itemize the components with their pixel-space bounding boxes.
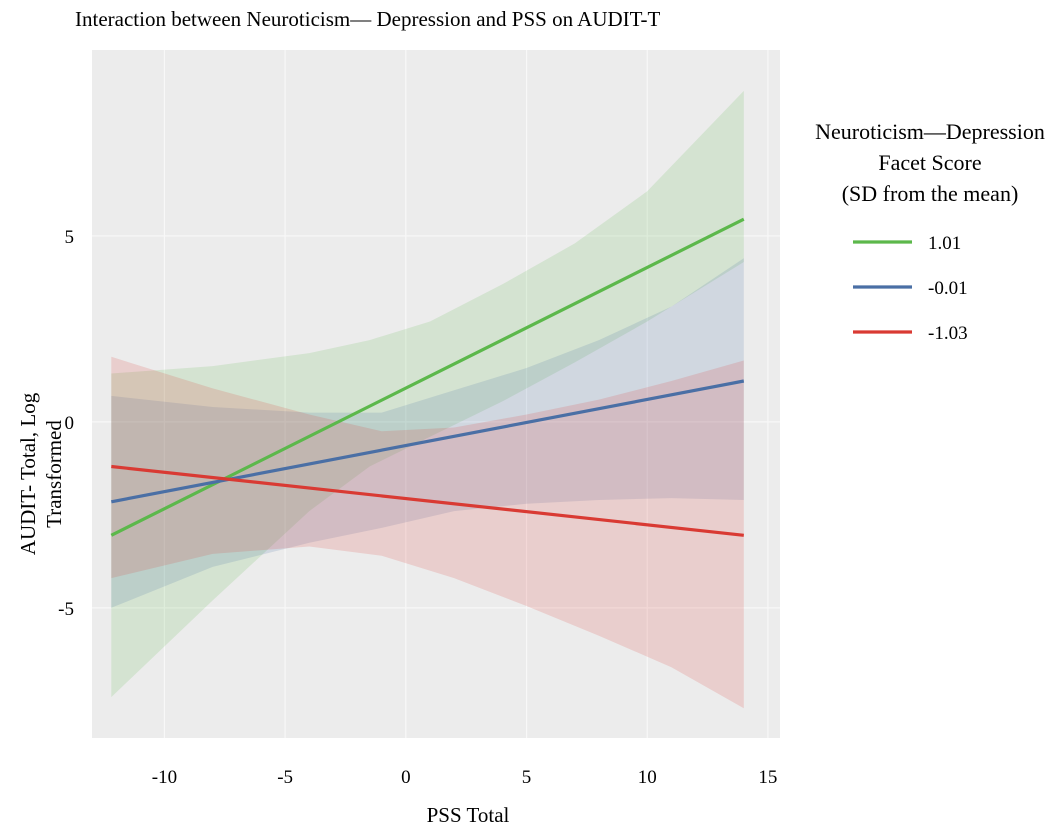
x-tick-label: 15 bbox=[758, 767, 777, 788]
legend-label-series-3: -1.03 bbox=[928, 323, 968, 344]
x-tick-label: -5 bbox=[277, 767, 293, 788]
regression-lines bbox=[110, 217, 745, 537]
x-axis-ticks: -10 -5 0 5 10 15 bbox=[152, 767, 778, 788]
legend-items: 1.01 -0.01 -1.03 bbox=[853, 233, 968, 344]
legend: Neuroticism—Depression Facet Score (SD f… bbox=[815, 119, 1045, 344]
ci-ribbon-series-1 bbox=[111, 90, 744, 698]
y-tick-label: 5 bbox=[65, 227, 75, 248]
y-axis-title-line2: Transformed bbox=[42, 420, 66, 528]
legend-title-line1: Neuroticism—Depression bbox=[815, 119, 1045, 144]
legend-title-line3: (SD from the mean) bbox=[842, 181, 1019, 206]
y-tick-label: -5 bbox=[58, 599, 74, 620]
legend-title-line2: Facet Score bbox=[878, 150, 981, 175]
plot-background bbox=[92, 50, 780, 738]
plot-grid bbox=[92, 50, 780, 738]
line-series-3 bbox=[111, 464, 744, 537]
confidence-ribbons bbox=[111, 90, 744, 709]
y-axis-title: AUDIT- Total, Log Transformed bbox=[16, 392, 66, 555]
line-series-2 bbox=[110, 379, 745, 504]
legend-label-series-1: 1.01 bbox=[928, 233, 961, 254]
x-tick-label: 0 bbox=[401, 767, 411, 788]
x-tick-label: 5 bbox=[522, 767, 532, 788]
y-axis-ticks: -5 0 5 bbox=[58, 227, 74, 620]
x-tick-label: -10 bbox=[152, 767, 177, 788]
legend-label-series-2: -0.01 bbox=[928, 278, 968, 299]
y-axis-title-line1: AUDIT- Total, Log bbox=[16, 392, 40, 555]
chart-title: Interaction between Neuroticism— Depress… bbox=[75, 7, 661, 31]
ci-ribbon-series-2 bbox=[111, 258, 744, 608]
x-tick-label: 10 bbox=[638, 767, 657, 788]
ci-ribbon-series-3 bbox=[111, 356, 744, 709]
y-tick-label: 0 bbox=[65, 413, 75, 434]
x-axis-title: PSS Total bbox=[427, 803, 510, 826]
